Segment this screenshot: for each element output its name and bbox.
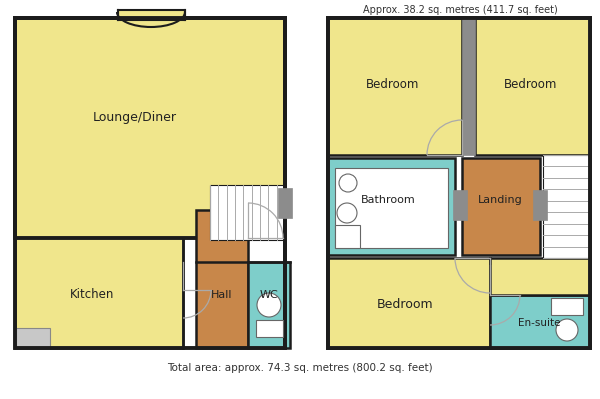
Circle shape xyxy=(556,319,578,341)
Bar xyxy=(15,238,183,348)
Text: En-suite: En-suite xyxy=(518,318,560,328)
Bar xyxy=(490,258,590,295)
Bar xyxy=(328,18,590,348)
Text: Bathroom: Bathroom xyxy=(361,195,415,205)
Text: Bedroom: Bedroom xyxy=(505,79,557,91)
Bar xyxy=(462,18,475,155)
Text: WC: WC xyxy=(260,290,278,300)
Bar xyxy=(453,190,467,220)
Bar xyxy=(328,18,462,155)
Bar xyxy=(328,18,590,348)
Text: Bedroom: Bedroom xyxy=(367,79,419,91)
Bar xyxy=(256,320,283,337)
Bar xyxy=(328,158,455,255)
Bar xyxy=(196,210,248,348)
Bar xyxy=(278,188,292,218)
Bar xyxy=(328,258,490,348)
Bar xyxy=(533,190,547,220)
Bar xyxy=(15,18,285,348)
Bar xyxy=(16,328,50,348)
Text: Hall: Hall xyxy=(211,290,233,300)
Text: Landing: Landing xyxy=(478,195,523,205)
Text: Total area: approx. 74.3 sq. metres (800.2 sq. feet): Total area: approx. 74.3 sq. metres (800… xyxy=(167,363,433,373)
Text: Approx. 38.2 sq. metres (411.7 sq. feet): Approx. 38.2 sq. metres (411.7 sq. feet) xyxy=(362,5,557,15)
Bar xyxy=(248,262,290,348)
Text: Lounge/Diner: Lounge/Diner xyxy=(93,111,177,124)
Bar xyxy=(462,158,540,255)
Circle shape xyxy=(337,203,357,223)
Bar xyxy=(118,10,185,20)
Bar xyxy=(551,298,583,315)
Bar xyxy=(15,18,285,238)
Bar xyxy=(210,185,285,240)
Bar xyxy=(490,295,590,348)
Bar xyxy=(335,168,448,248)
Bar xyxy=(543,155,590,258)
Circle shape xyxy=(339,174,357,192)
Bar xyxy=(335,225,360,248)
Text: Bedroom: Bedroom xyxy=(377,298,433,312)
Text: Kitchen: Kitchen xyxy=(70,288,114,302)
Circle shape xyxy=(257,293,281,317)
Bar xyxy=(475,18,590,155)
